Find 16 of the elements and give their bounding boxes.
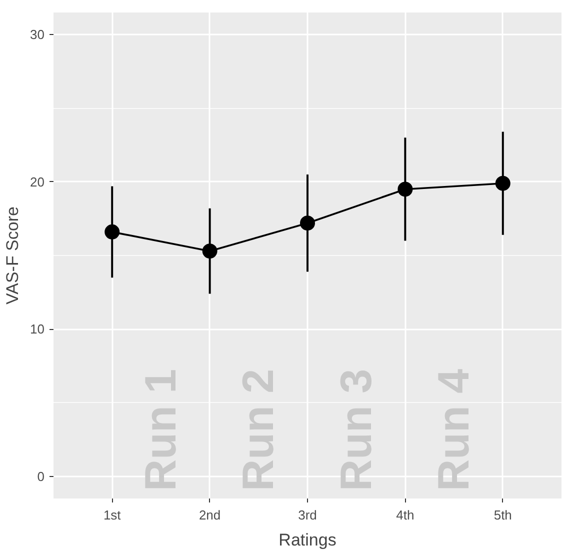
x-axis-title: Ratings bbox=[278, 530, 336, 550]
x-tick-label: 2nd bbox=[198, 508, 221, 522]
point bbox=[495, 176, 510, 191]
x-tick-label: 1st bbox=[103, 508, 122, 522]
point bbox=[300, 216, 315, 231]
y-tick-label: 10 bbox=[30, 322, 45, 337]
y-tick-label: 30 bbox=[30, 27, 45, 42]
point bbox=[202, 244, 218, 259]
x-tick-label: 5th bbox=[494, 508, 512, 522]
point bbox=[398, 182, 413, 197]
y-axis-title: VAS-F Score bbox=[3, 206, 22, 304]
point bbox=[104, 224, 120, 240]
y-tick-label: 0 bbox=[37, 468, 45, 484]
x-tick-label: 4th bbox=[396, 508, 414, 522]
x-tick-label: 3rd bbox=[298, 508, 317, 522]
y-tick-label: 20 bbox=[30, 174, 45, 190]
